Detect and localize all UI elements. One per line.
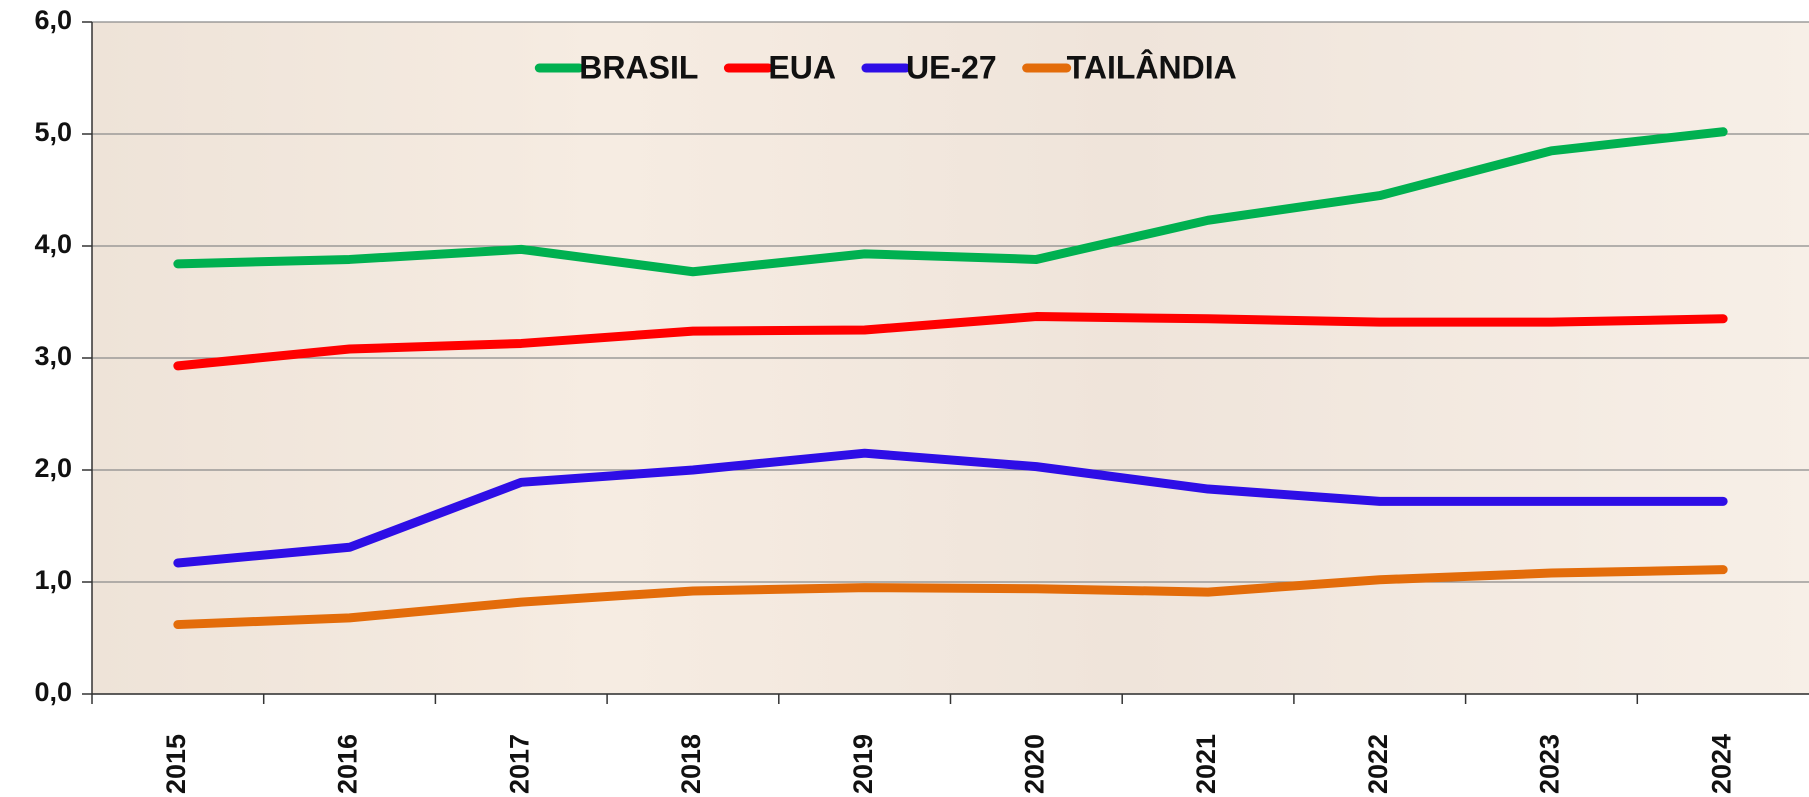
x-tick-label: 2016 (333, 734, 363, 794)
x-tick-label: 2015 (161, 734, 191, 794)
x-tick-label: 2021 (1191, 734, 1221, 794)
x-tick-label: 2017 (504, 734, 534, 794)
x-tick-label: 2019 (848, 734, 878, 794)
y-tick-label: 2,0 (34, 453, 72, 483)
page: {"chart_data": {"type": "line", "categor… (0, 0, 1809, 797)
legend-label: BRASIL (579, 49, 698, 85)
x-tick-label: 2018 (676, 734, 706, 794)
legend-label: UE-27 (906, 49, 997, 85)
legend-label: TAILÂNDIA (1067, 49, 1237, 85)
y-tick-label: 0,0 (34, 677, 72, 707)
y-tick-label: 4,0 (34, 229, 72, 259)
y-tick-label: 3,0 (34, 341, 72, 371)
x-tick-label: 2022 (1363, 734, 1393, 794)
x-tick-label: 2020 (1019, 734, 1049, 794)
x-tick-label: 2023 (1535, 734, 1565, 794)
y-tick-label: 1,0 (34, 565, 72, 595)
y-tick-label: 5,0 (34, 117, 72, 147)
y-tick-label: 6,0 (34, 5, 72, 35)
x-tick-label: 2024 (1706, 734, 1736, 794)
chart: 0,0 1,0 2,0 3,0 4,0 5,0 6,0 2015 2016 2017 2018 201… (0, 0, 1809, 797)
legend-label: EUA (768, 49, 836, 85)
